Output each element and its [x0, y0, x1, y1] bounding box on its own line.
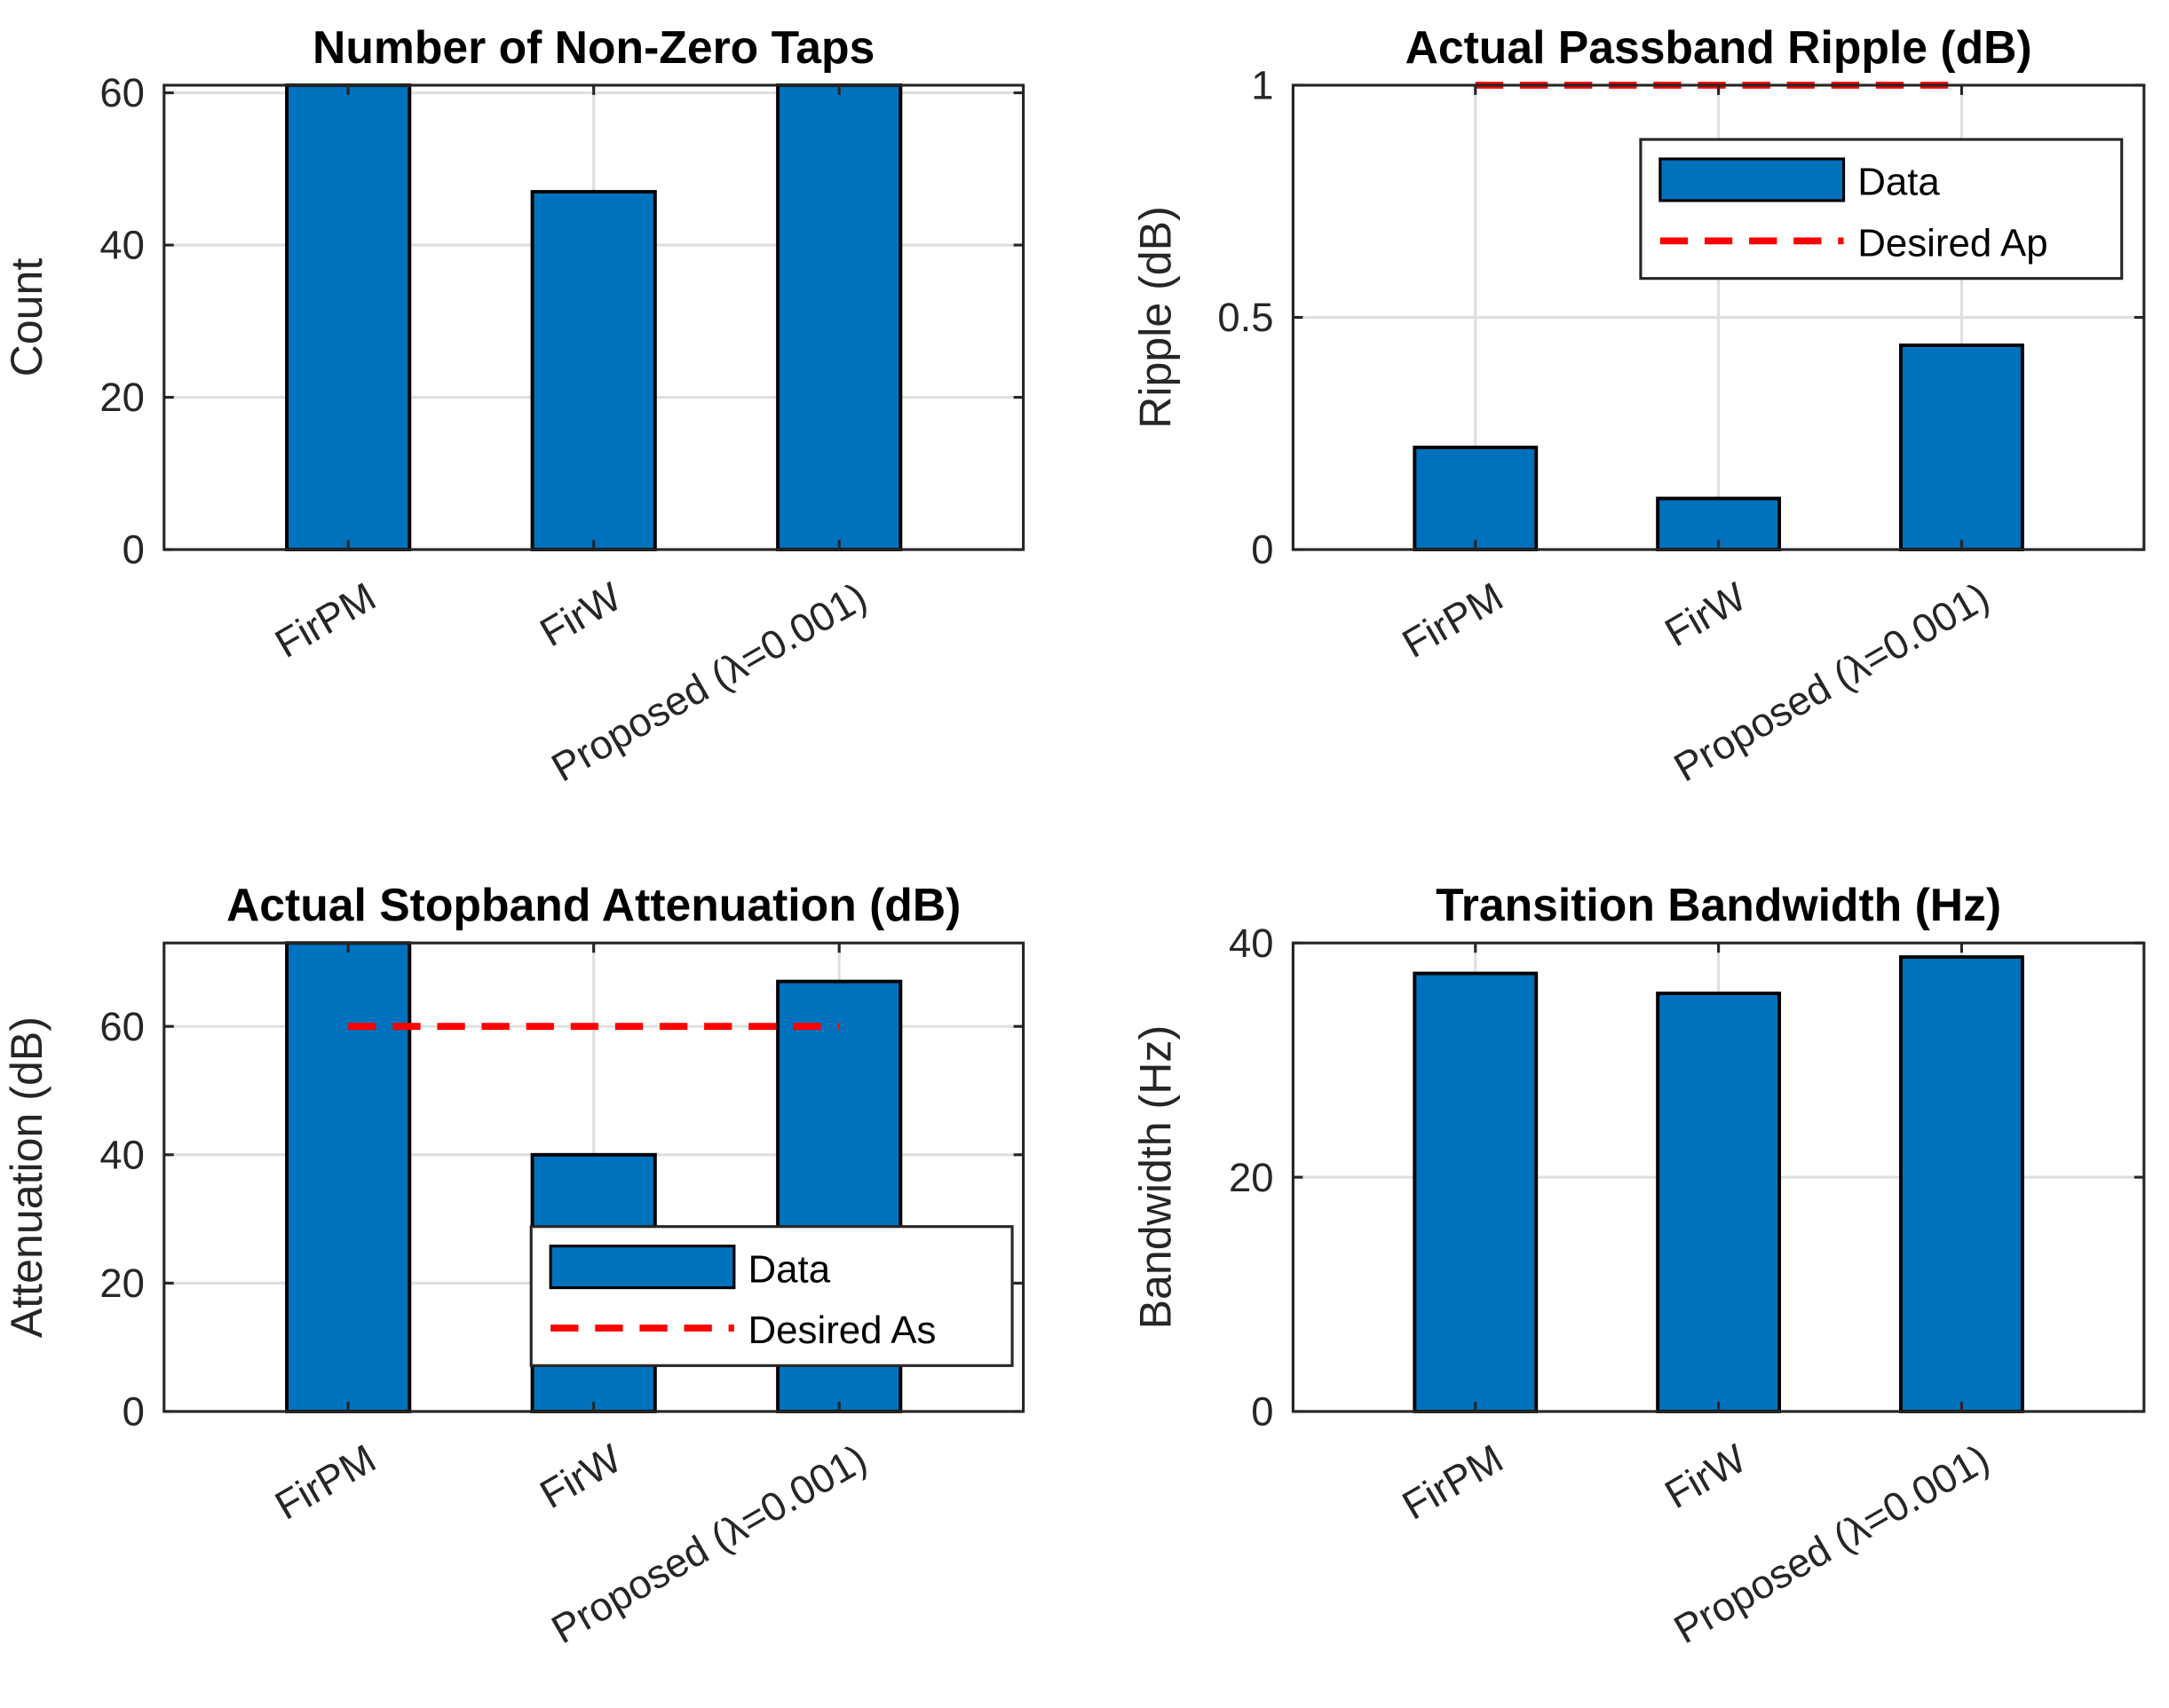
- legend-swatch-data: [549, 1245, 736, 1290]
- bar: [530, 190, 657, 551]
- legend-label: Data: [1857, 161, 1940, 204]
- bar: [285, 941, 412, 1413]
- legend-swatch-data: [1658, 157, 1846, 202]
- x-tick-label: FirW: [533, 1435, 629, 1517]
- y-tick-label: 20: [99, 1261, 145, 1306]
- y-tick-label: 40: [99, 223, 145, 268]
- bar: [1413, 446, 1539, 551]
- x-tick-label: FirPM: [1395, 1435, 1510, 1529]
- legend-label: Desired Ap: [1857, 222, 2047, 265]
- y-tick-label: 20: [99, 375, 145, 420]
- bar: [1899, 343, 2024, 551]
- y-tick-label: 20: [1229, 1155, 1274, 1200]
- y-tick-label: 1: [1251, 63, 1273, 108]
- y-tick-label: 0: [1251, 1389, 1273, 1435]
- bar: [285, 83, 412, 551]
- x-tick-label: FirW: [533, 573, 629, 655]
- y-tick-label: 0: [123, 527, 145, 573]
- y-axis-label: Ripple (dB): [1131, 206, 1181, 429]
- bar: [1413, 971, 1539, 1413]
- legend: Data Desired Ap: [1639, 138, 2124, 281]
- legend-label: Desired As: [748, 1309, 937, 1352]
- bar: [776, 83, 903, 551]
- chart-title: Actual Stopband Attenuation (dB): [226, 879, 961, 930]
- legend: Data Desired As: [529, 1225, 1014, 1367]
- legend-label: Data: [748, 1247, 831, 1291]
- y-tick-label: 0.5: [1217, 295, 1273, 340]
- y-axis-label: Count: [2, 258, 51, 377]
- bar: [1656, 992, 1782, 1413]
- x-tick-label: FirPM: [267, 573, 383, 667]
- chart-title: Transition Bandwidth (Hz): [1436, 879, 2001, 930]
- x-tick-label: FirPM: [267, 1435, 383, 1529]
- y-tick-label: 40: [1229, 921, 1274, 966]
- y-tick-label: 60: [99, 1004, 145, 1049]
- y-axis-label: Attenuation (dB): [2, 1016, 51, 1338]
- x-tick-label: FirPM: [1395, 573, 1510, 667]
- y-tick-label: 0: [123, 1389, 145, 1435]
- bar: [1899, 955, 2024, 1413]
- y-axis-label: Bandwidth (Hz): [1131, 1025, 1181, 1330]
- y-tick-label: 0: [1251, 527, 1273, 573]
- x-tick-label: FirW: [1658, 573, 1754, 655]
- y-tick-label: 40: [99, 1132, 145, 1177]
- y-tick-label: 60: [99, 70, 145, 115]
- chart-title: Actual Passband Ripple (dB): [1405, 21, 2032, 73]
- chart-title: Number of Non-Zero Taps: [313, 21, 875, 73]
- x-tick-label: FirW: [1658, 1435, 1754, 1517]
